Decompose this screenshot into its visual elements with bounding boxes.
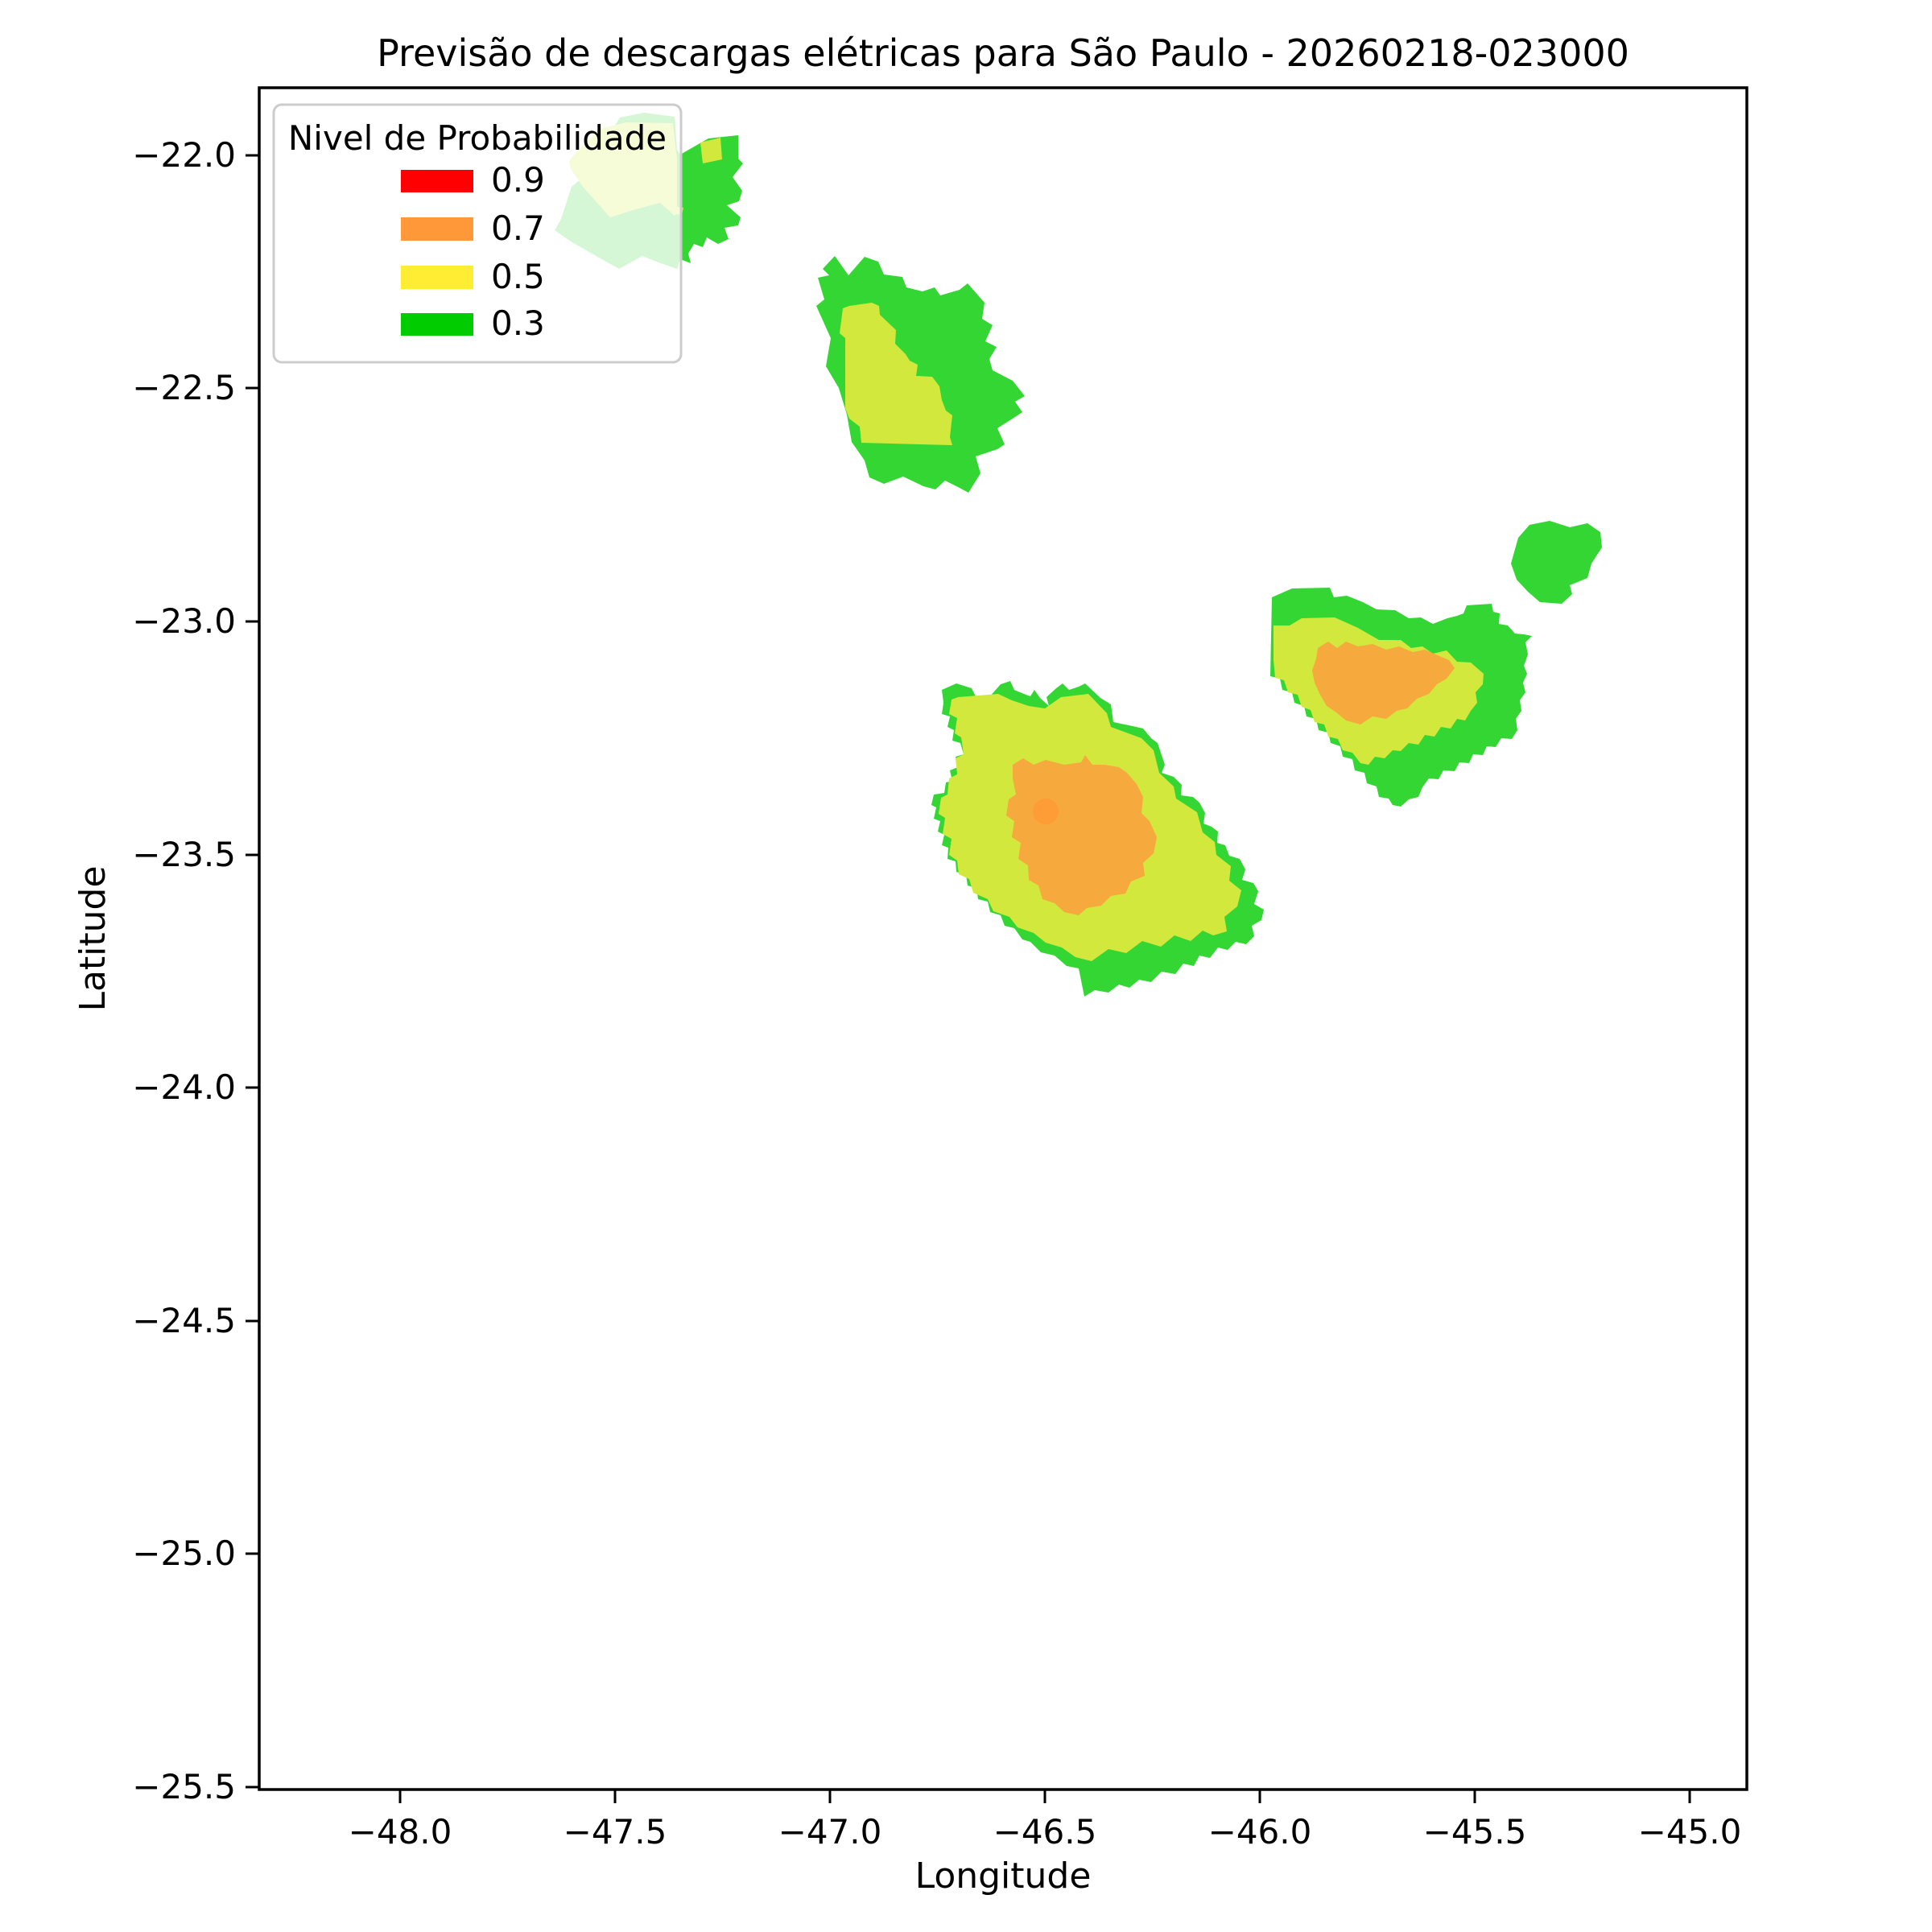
x-axis: −48.0 −47.5 −47.0 −46.5 −46.0 −45.5 −45.… [349, 1790, 1742, 1897]
axes-frame [258, 86, 1748, 1791]
y-axis: −22.0 −22.5 −23.0 −23.5 −24.0 −24.5 −25.… [72, 135, 259, 1806]
legend-label-09: 0.9 [491, 160, 545, 200]
contour-level07-cell-central [1006, 755, 1157, 915]
legend-label-03: 0.3 [491, 303, 545, 343]
y-tick-label: −25.0 [132, 1534, 236, 1573]
contour-level07-inner-spot [1033, 799, 1059, 824]
contour-regions [555, 113, 1602, 997]
x-tick-label: −48.0 [349, 1812, 452, 1852]
x-tick-label: −45.0 [1638, 1812, 1742, 1852]
legend-item-09: 0.9 [401, 160, 545, 200]
chart-title: Previsão de descargas elétricas para São… [377, 31, 1629, 75]
y-tick-label: −24.0 [132, 1067, 236, 1107]
legend-item-07: 0.7 [401, 208, 545, 248]
y-tick-label: −23.5 [132, 835, 236, 874]
x-tick-label: −45.5 [1423, 1812, 1527, 1852]
contour-level05-cell-north [840, 303, 952, 445]
x-tick-label: −46.5 [993, 1812, 1097, 1852]
y-tick-label: −22.5 [132, 368, 236, 407]
legend-label-05: 0.5 [491, 257, 545, 296]
y-tick-label: −22.0 [132, 135, 236, 175]
legend-title: Nivel de Probabilidade [288, 118, 667, 158]
contour-level05-cell-northwest-patch [700, 138, 722, 163]
x-tick-label: −47.5 [564, 1812, 667, 1852]
legend-swatch-05 [401, 266, 473, 289]
contour-level03-cell-northeast-small [1511, 521, 1602, 604]
legend-frame [272, 103, 683, 364]
legend-item-05: 0.5 [401, 257, 545, 296]
y-tick-label: −24.5 [132, 1301, 236, 1340]
legend-item-03: 0.3 [401, 303, 545, 343]
y-axis-title: Latitude [72, 865, 114, 1011]
x-axis-title: Longitude [915, 1856, 1092, 1897]
legend-swatch-03 [401, 313, 473, 336]
legend: Nivel de Probabilidade 0.9 0.7 0.5 0.3 [272, 103, 683, 364]
y-tick-label: −23.0 [132, 601, 236, 641]
legend-swatch-07 [401, 217, 473, 241]
y-tick-label: −25.5 [132, 1767, 236, 1806]
x-tick-label: −46.0 [1208, 1812, 1312, 1852]
x-tick-label: −47.0 [778, 1812, 882, 1852]
contour-level07-cell-east [1312, 642, 1455, 724]
legend-label-07: 0.7 [491, 208, 545, 248]
legend-swatch-09 [401, 170, 473, 192]
